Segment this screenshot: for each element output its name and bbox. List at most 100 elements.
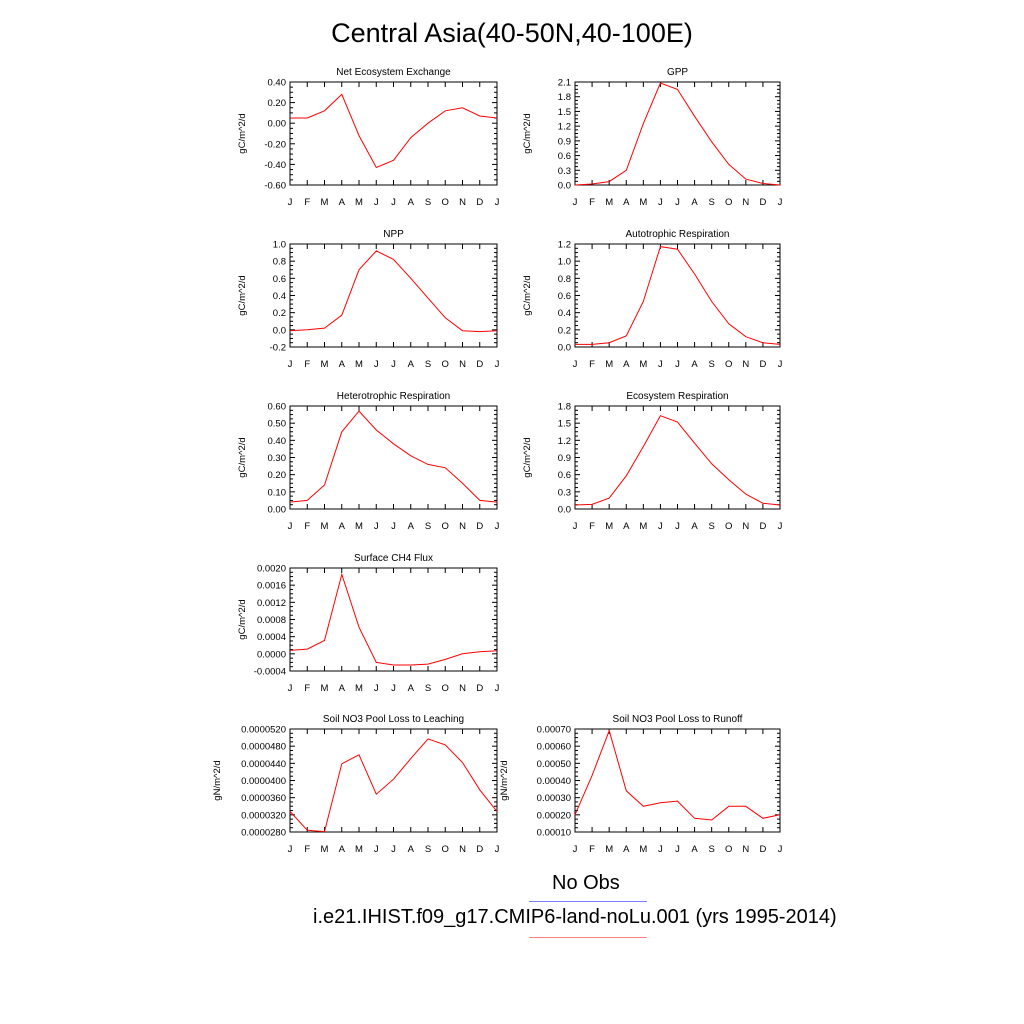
x-tick-label: F [589, 521, 595, 532]
y-tick-label: 0.0016 [257, 581, 286, 592]
x-tick-label: A [691, 359, 698, 370]
chart-title: Autotrophic Respiration [626, 229, 730, 240]
x-tick-label: M [639, 197, 647, 208]
y-tick-label: 0.8 [273, 257, 286, 268]
x-tick-label: J [658, 359, 663, 370]
x-tick-label: F [589, 844, 595, 855]
x-tick-label: F [589, 197, 595, 208]
series-line [290, 93, 498, 169]
x-tick-label: O [442, 683, 449, 694]
y-tick-label: 0.0000360 [241, 793, 286, 804]
x-tick-label: J [391, 521, 396, 532]
x-tick-label: N [459, 521, 466, 532]
x-tick-label: S [425, 359, 431, 370]
y-tick-label: 0.0000280 [241, 828, 286, 839]
y-axis-label: gN/m^2/d [499, 760, 510, 800]
x-tick-label: J [675, 521, 680, 532]
chart-panel-9: Soil NO3 Pool Loss to Runoff 0.00070 0.000… [499, 714, 783, 855]
x-tick-label: S [425, 844, 431, 855]
chart-title: GPP [667, 67, 688, 78]
x-tick-label: J [658, 197, 663, 208]
x-tick-label: D [476, 197, 483, 208]
y-tick-label: 0.9 [558, 136, 571, 147]
x-tick-label: M [355, 683, 363, 694]
x-tick-label: M [321, 197, 329, 208]
series-line [289, 738, 498, 833]
y-tick-label: 1.8 [558, 402, 571, 413]
plot-frame [574, 405, 781, 510]
y-tick-label: 0.0000320 [241, 810, 286, 821]
y-tick-label: 0.0 [273, 325, 286, 336]
x-tick-label: A [339, 521, 346, 532]
y-tick-label: 0.20 [268, 470, 287, 481]
y-tick-label: 0.00050 [537, 759, 571, 770]
x-tick-label: A [339, 844, 346, 855]
y-axis-label: gC/m^2/d [237, 437, 248, 477]
y-tick-label: 0.0020 [257, 564, 286, 575]
y-tick-label: 1.2 [558, 436, 571, 447]
x-tick-label: D [476, 844, 483, 855]
plot-frame [574, 243, 781, 348]
y-tick-label: 0.20 [268, 98, 287, 109]
x-tick-label: J [573, 197, 578, 208]
x-tick-label: A [339, 197, 346, 208]
x-tick-label: J [495, 683, 500, 694]
x-tick-label: M [639, 359, 647, 370]
x-tick-label: M [605, 844, 613, 855]
series-line [574, 82, 781, 186]
x-tick-label: O [725, 844, 732, 855]
legend-case-label: i.e21.IHIST.f09_g17.CMIP6-land-noLu.001 … [313, 906, 837, 928]
y-tick-label: 1.2 [558, 240, 571, 251]
chart-panel-1: Net Ecosystem Exchange 0.40 0.20 0.00 -0.20 -… [237, 67, 500, 208]
y-axis-label: gC/m^2/d [522, 275, 533, 315]
x-tick-label: J [573, 359, 578, 370]
x-tick-label: N [459, 844, 466, 855]
y-tick-label: 0.60 [268, 402, 287, 413]
y-tick-label: 0.40 [268, 78, 287, 89]
chart-title: Heterotrophic Respiration [337, 391, 450, 402]
y-axis-label: gC/m^2/d [237, 599, 248, 639]
x-tick-label: J [675, 844, 680, 855]
x-tick-label: J [374, 359, 379, 370]
y-tick-label: 0.4 [558, 308, 571, 319]
chart-panel-8: Soil NO3 Pool Loss to Leaching 0.0000520 0… [212, 714, 500, 855]
y-tick-label: 0.0 [558, 505, 571, 516]
x-tick-label: F [589, 359, 595, 370]
x-tick-label: D [476, 521, 483, 532]
x-tick-label: M [321, 844, 329, 855]
x-tick-label: S [425, 521, 431, 532]
x-tick-label: J [658, 521, 663, 532]
x-tick-label: S [708, 521, 714, 532]
x-tick-label: O [442, 844, 449, 855]
x-tick-label: M [321, 683, 329, 694]
series-line [289, 572, 498, 666]
y-tick-label: 0.0012 [257, 598, 286, 609]
x-tick-label: J [374, 521, 379, 532]
plot-frame [289, 567, 498, 672]
chart-panel-7: Surface CH4 Flux 0.0020 0.0016 0.0012 0.0008… [237, 553, 500, 694]
y-tick-label: 0.30 [268, 453, 287, 464]
x-tick-label: A [408, 359, 415, 370]
legend-obs-label: No Obs [552, 872, 620, 894]
plot-frame [289, 81, 498, 186]
page-title: Central Asia(40-50N,40-100E) [331, 18, 693, 48]
y-tick-label: 0.0000 [257, 649, 286, 660]
x-tick-label: J [374, 844, 379, 855]
x-tick-label: A [408, 683, 415, 694]
chart-title: Soil NO3 Pool Loss to Runoff [613, 714, 743, 725]
x-tick-label: J [374, 197, 379, 208]
chart-title: Ecosystem Respiration [626, 391, 728, 402]
y-axis-label: gC/m^2/d [237, 113, 248, 153]
x-tick-label: J [778, 359, 783, 370]
x-tick-label: O [725, 197, 732, 208]
x-tick-label: S [425, 197, 431, 208]
x-tick-label: J [495, 359, 500, 370]
x-tick-label: J [288, 521, 293, 532]
x-tick-label: F [304, 844, 310, 855]
series-line [289, 250, 498, 333]
y-tick-label: 0.8 [558, 274, 571, 285]
x-tick-label: O [442, 197, 449, 208]
x-tick-label: J [391, 844, 396, 855]
y-tick-label: 0.6 [273, 274, 286, 285]
x-tick-label: A [623, 359, 630, 370]
